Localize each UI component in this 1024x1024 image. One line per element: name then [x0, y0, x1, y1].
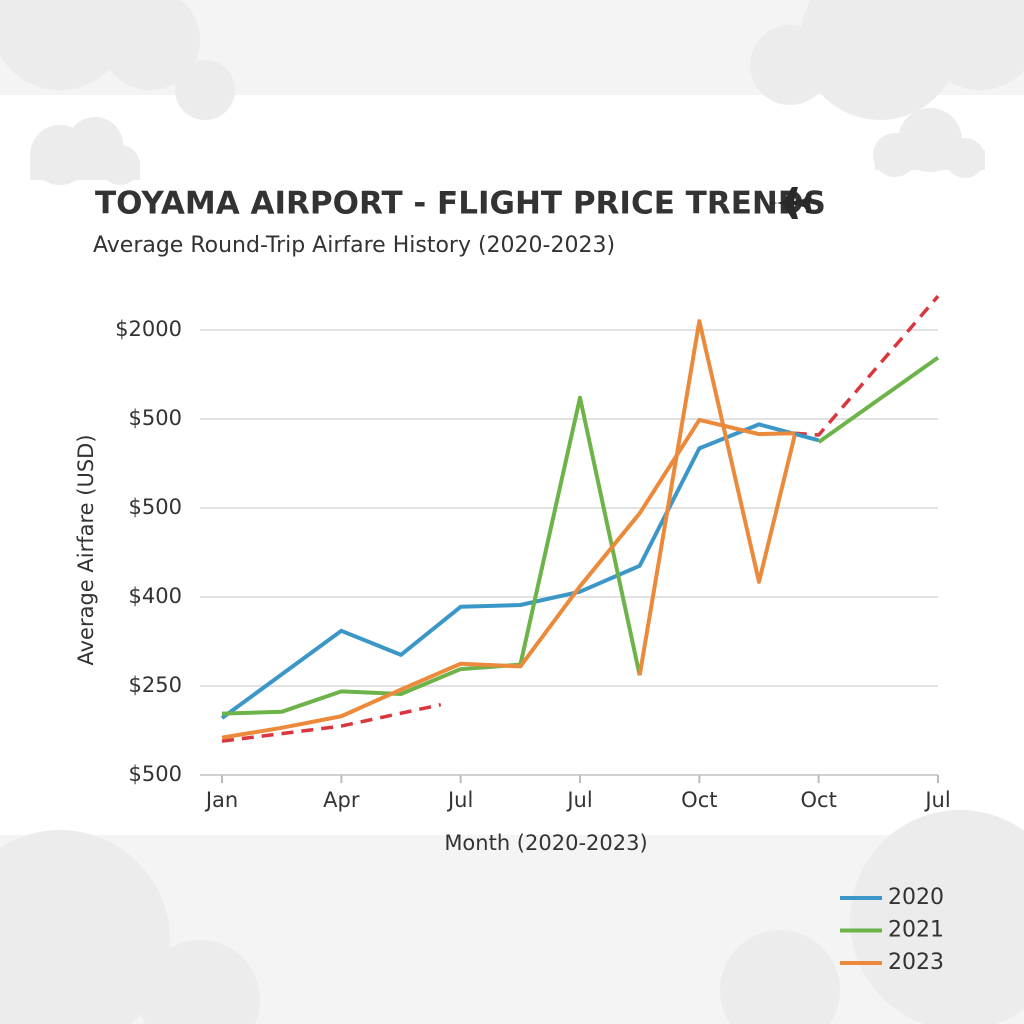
- x-tick-label: Jul: [565, 788, 592, 812]
- y-axis-label: Average Airfare (USD): [74, 434, 98, 665]
- chart-title: TOYAMA AIRPORT - FLIGHT PRICE TRENDS: [95, 186, 826, 222]
- plane-icon: [770, 187, 812, 219]
- x-tick-label: Jul: [446, 788, 473, 812]
- series-line: [221, 355, 940, 716]
- x-tick-label: Jul: [923, 788, 950, 812]
- y-tick-label: $250: [129, 673, 182, 697]
- legend-label: 2021: [888, 918, 944, 943]
- chart-subtitle: Average Round-Trip Airfare History (2020…: [93, 233, 615, 258]
- x-tick-label: Oct: [681, 788, 717, 812]
- x-tick-label: Apr: [323, 788, 360, 812]
- y-tick-label: $500: [129, 406, 182, 430]
- series-line: [221, 319, 797, 740]
- x-tick-label: Oct: [801, 788, 837, 812]
- y-tick-label: $2000: [115, 317, 182, 341]
- y-tick-label: $400: [129, 584, 182, 608]
- y-tick-label: $500: [129, 495, 182, 519]
- x-axis-label: Month (2020-2023): [444, 831, 647, 855]
- legend-label: 2020: [888, 885, 944, 910]
- panel: [0, 95, 1024, 835]
- x-tick-label: Jan: [204, 788, 238, 812]
- legend-label: 2023: [888, 950, 944, 975]
- series-line: [220, 422, 820, 720]
- trend-line: [221, 295, 940, 743]
- y-tick-label: $500: [129, 762, 182, 786]
